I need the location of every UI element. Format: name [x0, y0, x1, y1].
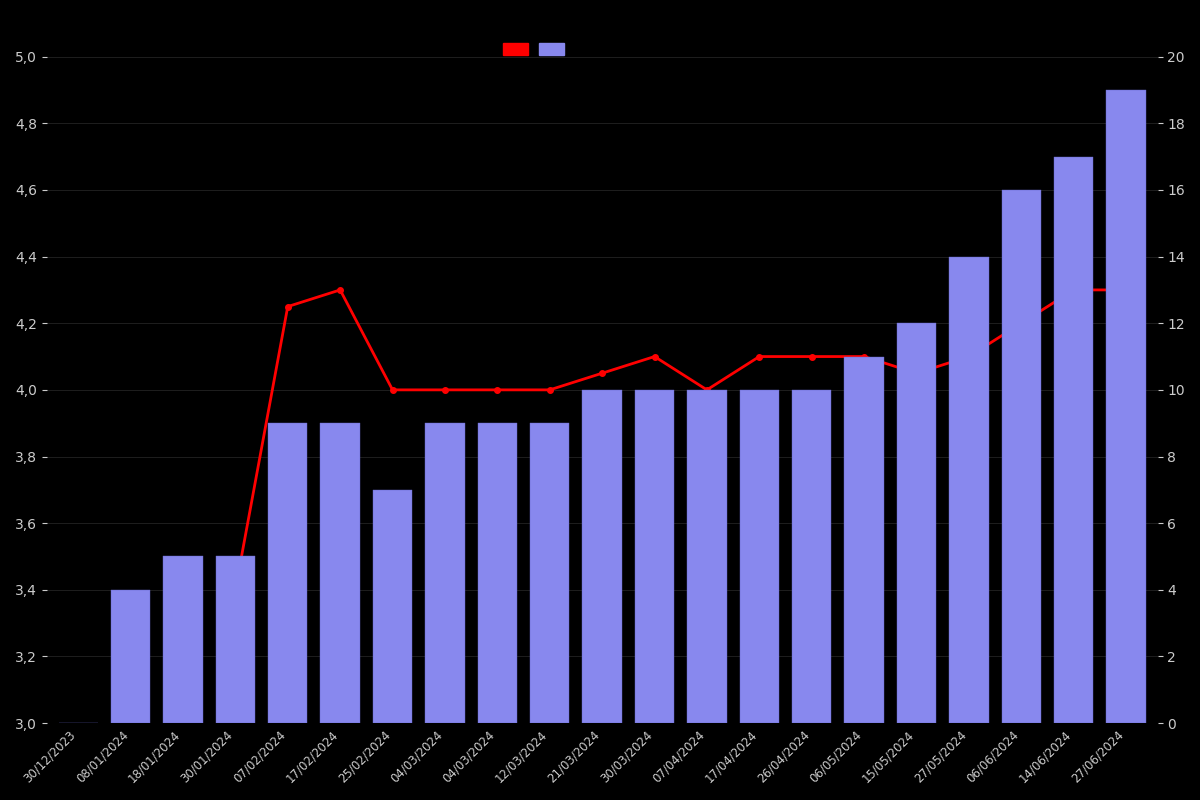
Bar	[110, 590, 150, 723]
Bar	[1002, 190, 1040, 723]
Bar	[216, 557, 254, 723]
Bar	[688, 390, 726, 723]
Bar	[268, 423, 307, 723]
Bar	[845, 357, 883, 723]
Bar	[320, 423, 360, 723]
Bar	[530, 423, 569, 723]
Legend: , : ,	[497, 37, 574, 62]
Bar	[739, 390, 779, 723]
Bar	[792, 390, 832, 723]
Bar	[582, 390, 622, 723]
Bar	[478, 423, 517, 723]
Bar	[163, 557, 203, 723]
Bar	[949, 257, 989, 723]
Bar	[896, 323, 936, 723]
Bar	[425, 423, 464, 723]
Bar	[635, 390, 674, 723]
Bar	[373, 490, 412, 723]
Bar	[1054, 157, 1093, 723]
Bar	[1106, 90, 1146, 723]
